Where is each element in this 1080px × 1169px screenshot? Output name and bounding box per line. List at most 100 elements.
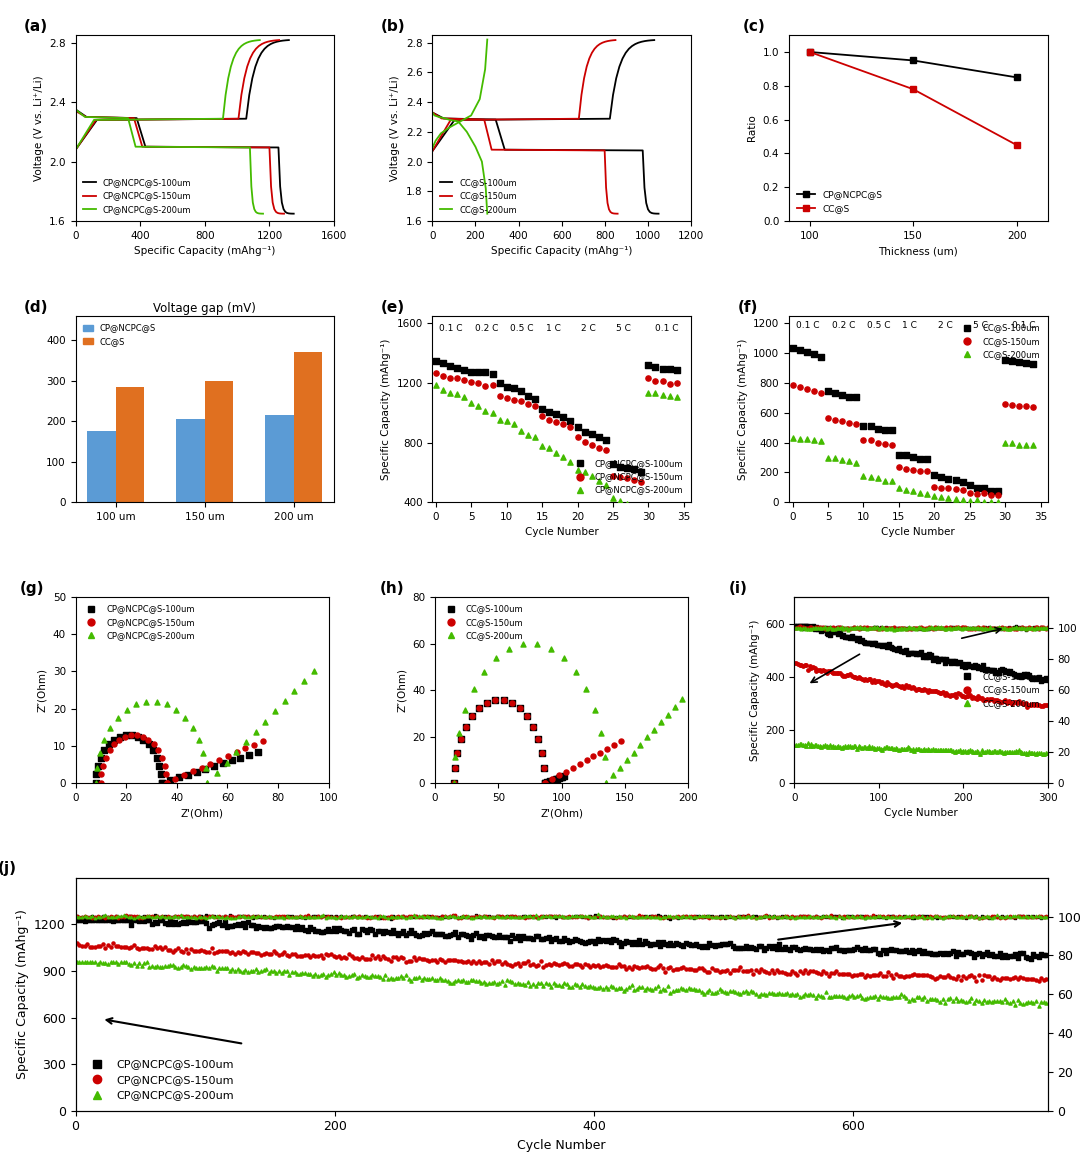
Point bbox=[281, 946, 298, 964]
Point bbox=[978, 967, 996, 985]
Point bbox=[224, 942, 241, 961]
Point bbox=[400, 907, 417, 926]
Point bbox=[917, 680, 934, 699]
Point bbox=[892, 620, 909, 638]
Point bbox=[848, 454, 865, 472]
Point bbox=[960, 741, 977, 760]
Point bbox=[84, 907, 102, 926]
Point bbox=[775, 964, 793, 983]
Point bbox=[990, 618, 1008, 637]
Point bbox=[509, 954, 526, 973]
Point bbox=[837, 628, 854, 646]
Point bbox=[605, 908, 622, 927]
Point bbox=[288, 907, 306, 926]
Point bbox=[639, 355, 657, 374]
Point bbox=[224, 908, 241, 927]
Point bbox=[672, 935, 689, 954]
Point bbox=[677, 907, 694, 926]
Point bbox=[941, 741, 958, 760]
Point bbox=[835, 618, 852, 637]
Point bbox=[242, 907, 259, 926]
Point bbox=[906, 618, 923, 637]
Point bbox=[499, 908, 516, 927]
Point bbox=[987, 620, 1004, 638]
Point bbox=[892, 942, 909, 961]
Point bbox=[947, 907, 964, 926]
Point bbox=[110, 908, 127, 927]
Point bbox=[862, 907, 879, 926]
Point bbox=[453, 729, 470, 748]
Point bbox=[503, 693, 521, 712]
Point bbox=[885, 969, 902, 988]
Point bbox=[97, 748, 114, 767]
Point bbox=[562, 419, 579, 437]
Point bbox=[387, 907, 404, 926]
Point bbox=[110, 936, 127, 955]
Point bbox=[960, 687, 977, 706]
Point bbox=[129, 726, 146, 745]
Point bbox=[908, 988, 926, 1007]
Point bbox=[1030, 667, 1048, 686]
Point bbox=[418, 970, 435, 989]
Point bbox=[516, 907, 534, 926]
Point bbox=[164, 907, 181, 926]
Point bbox=[967, 742, 984, 761]
Point bbox=[299, 946, 316, 964]
Point bbox=[529, 955, 546, 974]
Point bbox=[597, 774, 615, 793]
Point bbox=[631, 977, 648, 996]
Point bbox=[838, 628, 855, 646]
Point bbox=[434, 925, 451, 943]
Point bbox=[823, 738, 840, 756]
Point bbox=[494, 907, 511, 926]
Point bbox=[980, 691, 997, 710]
Point bbox=[883, 435, 901, 454]
Point bbox=[998, 662, 1015, 680]
Point bbox=[1002, 743, 1020, 762]
Point bbox=[89, 907, 106, 926]
Point bbox=[501, 907, 518, 926]
Point bbox=[931, 618, 948, 637]
Point bbox=[807, 963, 824, 982]
Point bbox=[1027, 745, 1044, 763]
Point bbox=[557, 762, 575, 781]
Point bbox=[642, 907, 659, 926]
Point bbox=[968, 907, 985, 926]
Point bbox=[762, 939, 780, 957]
Point bbox=[916, 907, 933, 926]
Point bbox=[270, 962, 287, 981]
Point bbox=[312, 966, 329, 984]
Point bbox=[953, 945, 970, 963]
Point bbox=[192, 907, 210, 926]
Point bbox=[877, 967, 894, 985]
Point bbox=[586, 907, 604, 926]
Point bbox=[638, 728, 656, 747]
Point bbox=[1010, 665, 1027, 684]
Point bbox=[403, 907, 420, 926]
Point bbox=[740, 939, 757, 957]
Point bbox=[983, 992, 1000, 1011]
Point bbox=[327, 908, 345, 927]
Point bbox=[255, 907, 272, 926]
Point bbox=[836, 988, 853, 1007]
Point bbox=[843, 667, 861, 686]
Point bbox=[855, 617, 873, 636]
Point bbox=[659, 908, 676, 927]
Point bbox=[985, 618, 1002, 637]
Point bbox=[232, 748, 249, 767]
Point bbox=[890, 479, 907, 498]
Point bbox=[177, 907, 194, 926]
Point bbox=[144, 908, 161, 927]
Point bbox=[854, 416, 872, 435]
Point bbox=[527, 907, 544, 926]
Point bbox=[983, 945, 1000, 963]
Point bbox=[618, 907, 635, 926]
Point bbox=[792, 907, 809, 926]
Point bbox=[286, 908, 303, 927]
Point bbox=[631, 959, 648, 977]
Point bbox=[826, 618, 843, 637]
Point bbox=[638, 956, 656, 975]
Point bbox=[577, 907, 594, 926]
Point bbox=[400, 952, 417, 970]
Point bbox=[910, 988, 928, 1007]
